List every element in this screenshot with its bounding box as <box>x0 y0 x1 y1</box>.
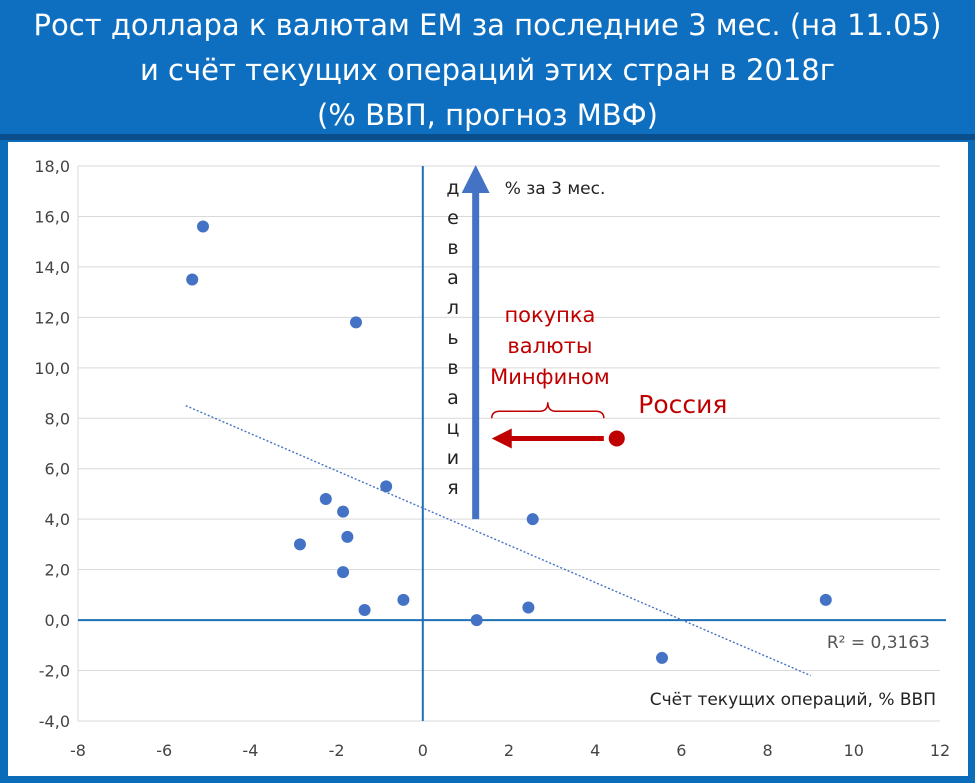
y-tick-label: -2,0 <box>39 662 70 681</box>
y-tick-label: 16,0 <box>34 207 70 226</box>
chart-title-line-2: и счёт текущих операций этих стран в 201… <box>139 53 835 87</box>
devaluation-letter: я <box>447 477 458 499</box>
data-point <box>819 593 832 606</box>
x-tick-label: 4 <box>590 741 600 760</box>
y-tick-label: 12,0 <box>34 308 70 327</box>
x-axis-title: Счёт текущих операций, % ВВП <box>650 690 936 710</box>
russia-point <box>608 430 625 447</box>
data-point <box>186 273 199 286</box>
x-tick-label: 6 <box>676 741 686 760</box>
x-tick-label: 8 <box>763 741 773 760</box>
x-tick-label: -2 <box>329 741 345 760</box>
x-tick-label: 10 <box>844 741 864 760</box>
r-squared-label: R² = 0,3163 <box>827 633 930 653</box>
y-tick-label: 2,0 <box>45 561 70 580</box>
data-point <box>358 604 371 616</box>
x-tick-label: -8 <box>70 741 86 760</box>
devaluation-letter: а <box>447 387 459 409</box>
data-point <box>656 651 669 664</box>
data-point <box>341 530 354 543</box>
data-point <box>337 566 350 579</box>
y-tick-label: 6,0 <box>45 460 70 479</box>
data-point <box>526 513 539 526</box>
data-point <box>380 480 393 493</box>
data-point <box>470 614 483 627</box>
devaluation-letter: и <box>447 447 459 469</box>
devaluation-letter: л <box>447 297 459 319</box>
devaluation-letter: д <box>446 177 459 199</box>
devaluation-letter: в <box>447 357 458 379</box>
y-tick-label: 10,0 <box>34 359 70 378</box>
y-tick-label: 14,0 <box>34 258 70 277</box>
devaluation-letter: а <box>447 267 459 289</box>
mof-label-line: Минфином <box>490 365 610 389</box>
data-point <box>293 538 306 551</box>
data-point <box>349 316 362 329</box>
x-tick-label: -4 <box>242 741 258 760</box>
x-tick-label: -6 <box>156 741 172 760</box>
devaluation-letter: ь <box>447 327 458 349</box>
y-axis-caption: % за 3 мес. <box>505 179 606 199</box>
data-point <box>319 493 332 505</box>
devaluation-letter: ц <box>447 417 460 439</box>
header-separator <box>0 134 975 140</box>
devaluation-letter: е <box>447 207 459 229</box>
mof-label-line: покупка <box>504 303 595 327</box>
data-point <box>397 593 410 606</box>
chart-title-line-1: Рост доллара к валютам ЕМ за последние 3… <box>33 8 942 42</box>
y-tick-label: 8,0 <box>45 409 70 428</box>
data-point <box>522 601 535 614</box>
scatter-chart: -4,0 -2,0 0,0 2,0 4,0 6,0 8,0 10,0 12,0 14,0 16,0 1… <box>34 157 950 760</box>
plot-panel: -4,0 -2,0 0,0 2,0 4,0 6,0 8,0 10,0 12,0 14,0 16,0 1… <box>8 142 968 776</box>
chart-header: Рост доллара к валютам ЕМ за последние 3… <box>0 0 975 134</box>
data-point <box>337 505 350 518</box>
data-point <box>196 220 209 233</box>
y-tick-label: 18,0 <box>34 157 70 176</box>
y-tick-label: 0,0 <box>45 611 70 630</box>
x-tick-label: 12 <box>930 741 950 760</box>
x-tick-label: 2 <box>504 741 514 760</box>
chart-title-line-3: (% ВВП, прогноз МВФ) <box>316 98 658 132</box>
mof-label-line: валюты <box>507 334 592 358</box>
russia-label: Россия <box>638 390 727 419</box>
trendline <box>185 405 811 677</box>
y-tick-label: 4,0 <box>45 510 70 529</box>
x-tick-label: 0 <box>418 741 428 760</box>
mof-brace <box>491 402 605 419</box>
devaluation-letter: в <box>447 237 458 259</box>
y-tick-label: -4,0 <box>39 712 70 731</box>
